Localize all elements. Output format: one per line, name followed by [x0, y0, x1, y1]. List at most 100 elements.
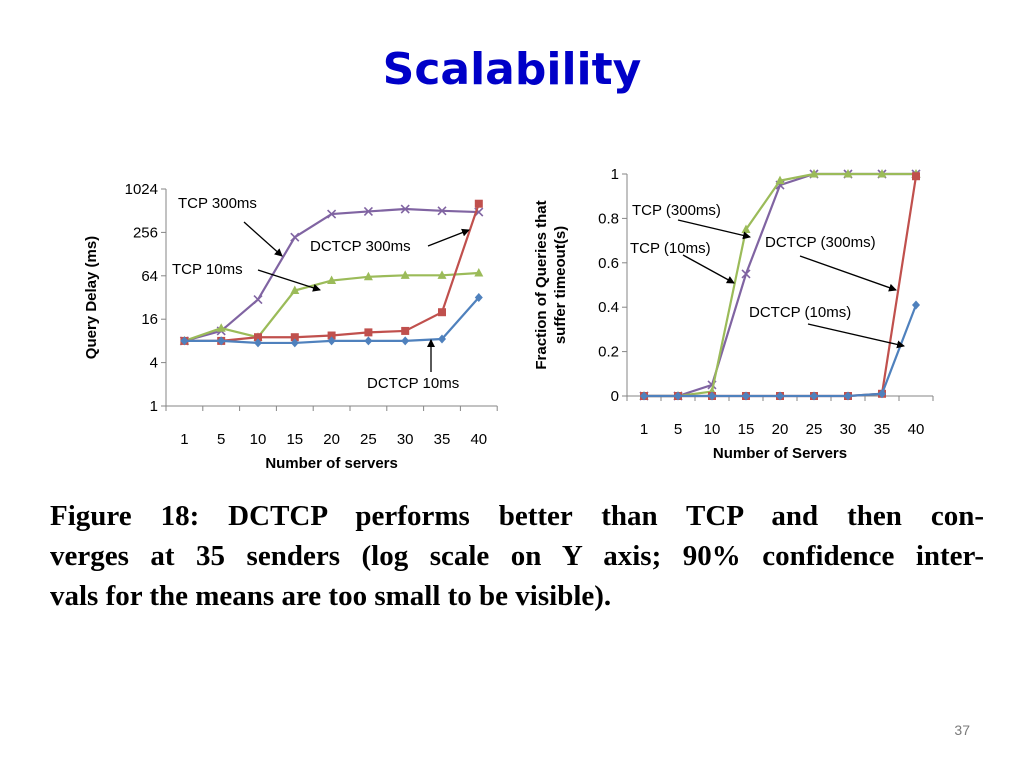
data-point-tcp-10ms	[437, 270, 447, 279]
left-ytick-label: 1024	[125, 181, 158, 198]
data-point-dctcp-10ms	[640, 391, 648, 401]
data-point-tcp-300ms	[290, 232, 300, 242]
left-ytick-label: 16	[141, 311, 158, 328]
data-point-dctcp-10ms	[708, 391, 716, 401]
data-point-dctcp-10ms	[217, 336, 226, 346]
data-point-dctcp-10ms	[401, 336, 410, 346]
left-xtick-label: 10	[250, 431, 267, 448]
data-point-tcp-10ms	[474, 267, 484, 277]
left-x-axis-title: Number of servers	[265, 455, 398, 472]
data-point-tcp-10ms	[741, 224, 751, 233]
left-xtick-label: 30	[397, 431, 414, 448]
data-point-tcp-300ms	[437, 206, 447, 216]
right-x-axis-title: Number of Servers	[713, 445, 847, 462]
left-ytick-label: 1	[150, 398, 158, 415]
left-xtick-label: 15	[286, 431, 303, 448]
annotation-dctcp-300ms-arrow	[427, 228, 470, 247]
data-point-dctcp-300ms	[327, 331, 336, 340]
annotation-tcp-300ms: TCP 300ms	[178, 195, 257, 212]
data-point-tcp-300ms	[741, 269, 751, 279]
data-point-dctcp-300ms	[438, 308, 446, 317]
data-point-dctcp-300ms	[474, 199, 483, 208]
right-ytick-label: 0.2	[598, 344, 619, 361]
right-xtick-label: 30	[840, 421, 857, 438]
annotation-tcp-300ms-arrow	[243, 221, 283, 257]
data-point-dctcp-10ms	[776, 391, 784, 401]
data-point-tcp-300ms	[327, 209, 337, 219]
left-ytick-label: 4	[150, 355, 158, 372]
annotation-tcp-10ms-arrow	[257, 269, 321, 292]
left-ytick-label: 64	[141, 268, 158, 285]
left-series-dctcp-10ms	[180, 293, 483, 348]
slide-title: Scalability	[382, 44, 642, 95]
data-point-dctcp-10ms	[438, 334, 446, 344]
caption-line-1: Figure 18: DCTCP performs better than TC…	[50, 500, 984, 532]
annotation-dctcp-10ms-right-arrow	[807, 323, 905, 349]
right-ytick-label: 0.6	[598, 255, 619, 272]
data-point-dctcp-10ms	[878, 389, 886, 399]
data-point-tcp-10ms	[400, 270, 410, 279]
left-ytick-label: 256	[133, 224, 158, 241]
data-point-dctcp-10ms	[810, 391, 818, 401]
right-series-dctcp-10ms	[640, 300, 920, 401]
left-xtick-label: 40	[470, 431, 487, 448]
data-point-dctcp-10ms	[327, 336, 336, 346]
right-xtick-label: 15	[738, 421, 755, 438]
right-xtick-label: 20	[772, 421, 789, 438]
caption-line-2: verges at 35 senders (log scale on Y axi…	[50, 540, 984, 572]
right-xtick-label: 35	[874, 421, 891, 438]
right-y-axis-title: suffer timeout(s)	[552, 226, 569, 344]
data-point-tcp-10ms	[290, 285, 300, 295]
right-xtick-label: 5	[674, 421, 682, 438]
caption-line-3: vals for the means are too small to be v…	[50, 580, 612, 612]
annotation-dctcp-10ms: DCTCP 10ms	[367, 375, 459, 392]
right-xtick-label: 10	[704, 421, 721, 438]
data-point-tcp-10ms	[809, 169, 819, 178]
right-ytick-label: 1	[611, 166, 619, 183]
data-point-dctcp-10ms	[912, 300, 920, 310]
data-point-dctcp-300ms	[254, 333, 262, 342]
data-point-tcp-10ms	[216, 323, 226, 332]
left-xtick-label: 20	[323, 431, 340, 448]
annotation-tcp-300ms-right-arrow	[677, 219, 751, 240]
annotation-dctcp-300ms-right: DCTCP (300ms)	[765, 234, 876, 251]
data-point-dctcp-10ms	[364, 336, 373, 346]
annotation-dctcp-300ms: DCTCP 300ms	[310, 238, 411, 255]
right-ytick-label: 0.8	[598, 210, 619, 227]
slide-number: 37	[954, 722, 970, 738]
data-point-dctcp-10ms	[290, 338, 299, 348]
data-point-dctcp-10ms	[180, 336, 189, 346]
data-point-dctcp-10ms	[674, 391, 682, 401]
annotation-tcp-10ms-right: TCP (10ms)	[630, 240, 711, 257]
left-xtick-label: 1	[180, 431, 188, 448]
left-y-axis-title: Query Delay (ms)	[83, 236, 100, 359]
annotation-tcp-300ms-right: TCP (300ms)	[632, 202, 721, 219]
annotation-dctcp-10ms-right: DCTCP (10ms)	[749, 304, 851, 321]
data-point-dctcp-10ms	[844, 391, 852, 401]
annotation-dctcp-300ms-right-arrow	[799, 255, 897, 292]
data-point-tcp-10ms	[327, 275, 337, 285]
data-point-dctcp-300ms	[290, 333, 299, 342]
figure-caption: Figure 18: DCTCP performs better than TC…	[50, 496, 984, 616]
data-point-dctcp-300ms	[912, 172, 920, 181]
right-ytick-label: 0.4	[598, 299, 619, 316]
data-point-tcp-300ms	[363, 206, 373, 217]
data-point-tcp-10ms	[775, 175, 785, 185]
data-point-tcp-300ms	[253, 294, 263, 305]
right-y-axis-title: Fraction of Queries that	[533, 200, 550, 369]
annotation-tcp-10ms: TCP 10ms	[172, 261, 243, 278]
data-point-dctcp-10ms	[254, 338, 262, 348]
right-xtick-label: 40	[908, 421, 925, 438]
left-xtick-label: 35	[434, 431, 451, 448]
data-point-dctcp-10ms	[474, 293, 483, 302]
data-point-tcp-10ms	[877, 169, 887, 178]
right-xtick-label: 25	[806, 421, 823, 438]
left-xtick-label: 5	[217, 431, 225, 448]
data-point-tcp-10ms	[363, 271, 373, 281]
data-point-tcp-10ms	[843, 169, 853, 178]
data-point-dctcp-300ms	[364, 328, 373, 337]
data-point-tcp-300ms	[400, 204, 410, 214]
